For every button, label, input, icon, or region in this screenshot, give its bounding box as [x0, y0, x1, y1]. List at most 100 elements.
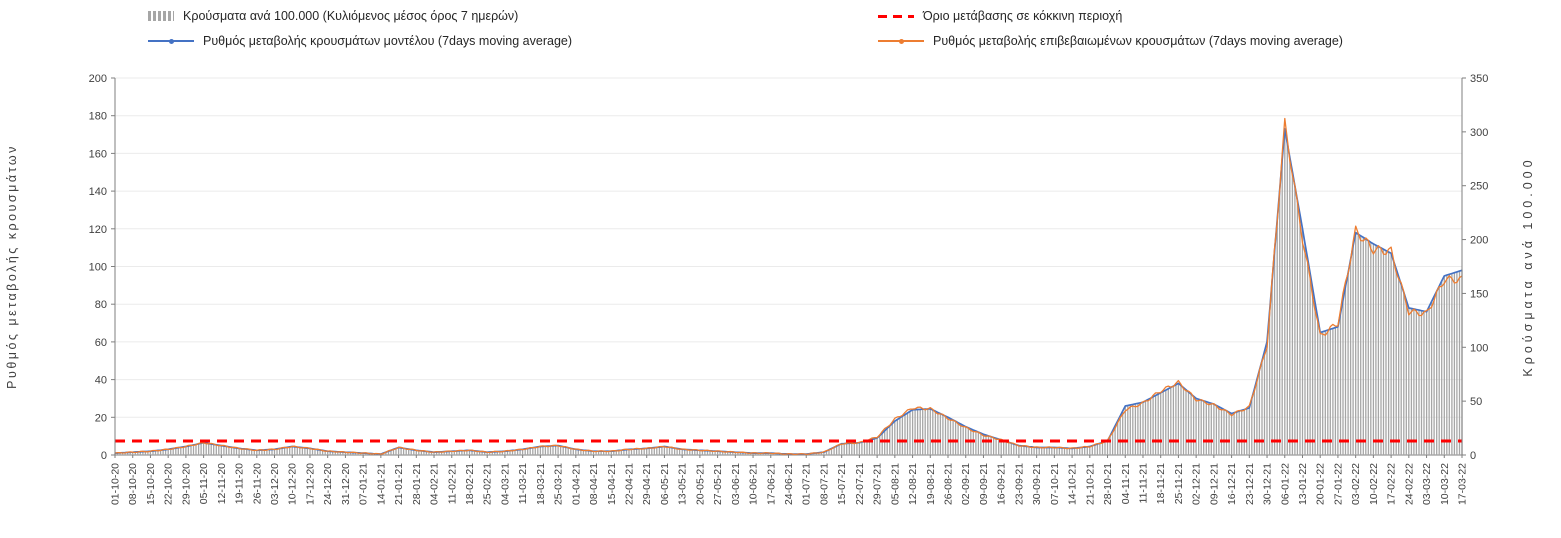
x-tick-label: 28-01-21 — [411, 463, 423, 505]
x-tick-label: 06-01-22 — [1279, 463, 1291, 505]
x-tick-label: 21-10-21 — [1084, 463, 1096, 505]
x-tick-label: 21-01-21 — [393, 463, 405, 505]
legend-item-red-threshold: Όριο μετάβασης σε κόκκινη περιοχή — [878, 9, 1122, 23]
x-tick-label: 25-11-21 — [1173, 463, 1185, 504]
y-axis-left: 0 20 40 60 80 100 120 140 160 180 200 — [89, 73, 115, 462]
svg-text:120: 120 — [89, 224, 107, 236]
x-tick-label: 18-02-21 — [464, 463, 476, 505]
x-axis: 01-10-20 08-10-20 15-10-20 22-10-20 29-10-20… — [110, 455, 1469, 505]
x-tick-label: 07-01-21 — [358, 463, 370, 505]
legend-label-red-threshold: Όριο μετάβασης σε κόκκινη περιοχή — [923, 9, 1123, 23]
x-tick-label: 08-10-20 — [127, 463, 139, 505]
x-tick-label: 07-10-21 — [1049, 463, 1061, 505]
right-axis-title: Κρούσματα ανά 100.000 — [1521, 156, 1535, 376]
svg-text:200: 200 — [89, 73, 107, 85]
x-tick-label: 17-06-21 — [765, 463, 777, 505]
x-tick-label: 02-12-21 — [1191, 463, 1203, 505]
x-tick-label: 29-10-20 — [180, 463, 192, 505]
x-tick-label: 26-11-20 — [251, 463, 263, 504]
bars-swatch-icon — [148, 11, 174, 21]
svg-text:0: 0 — [101, 450, 107, 462]
x-tick-label: 03-12-20 — [269, 463, 281, 505]
x-tick-label: 11-03-21 — [517, 463, 529, 504]
x-tick-label: 13-05-21 — [677, 463, 689, 505]
x-tick-label: 10-06-21 — [748, 463, 760, 505]
x-tick-label: 18-11-21 — [1155, 463, 1167, 504]
x-tick-label: 08-04-21 — [588, 463, 600, 505]
left-axis-title: Ρυθμός μεταβολής κρουσμάτων — [5, 144, 19, 389]
x-tick-label: 24-12-20 — [322, 463, 334, 505]
x-tick-label: 22-10-20 — [163, 463, 175, 505]
svg-text:80: 80 — [95, 299, 107, 311]
x-tick-label: 22-04-21 — [623, 463, 635, 505]
x-tick-label: 28-10-21 — [1102, 463, 1114, 505]
svg-text:100: 100 — [89, 262, 107, 274]
legend-item-model-rate: Ρυθμός μεταβολής κρουσμάτων μοντέλου (7d… — [148, 34, 572, 48]
legend-label-confirmed-rate: Ρυθμός μεταβολής επιβεβαιωμένων κρουσμάτ… — [933, 34, 1343, 48]
svg-text:40: 40 — [95, 375, 107, 387]
svg-text:160: 160 — [89, 148, 107, 160]
x-tick-label: 30-09-21 — [1031, 463, 1043, 505]
x-tick-label: 23-12-21 — [1244, 463, 1256, 505]
svg-text:100: 100 — [1470, 342, 1488, 354]
x-tick-label: 30-12-21 — [1262, 463, 1274, 505]
x-tick-label: 15-10-20 — [145, 463, 157, 505]
x-tick-label: 20-01-22 — [1315, 463, 1327, 505]
x-tick-label: 05-08-21 — [889, 463, 901, 505]
y-axis-right: 0 50 100 150 200 250 300 350 — [1462, 73, 1488, 462]
x-tick-label: 09-09-21 — [978, 463, 990, 505]
svg-text:180: 180 — [89, 111, 107, 123]
x-tick-label: 03-02-22 — [1350, 463, 1362, 505]
legend-item-confirmed-rate: Ρυθμός μεταβολής επιβεβαιωμένων κρουσμάτ… — [878, 34, 1343, 48]
x-tick-label: 01-10-20 — [110, 463, 122, 505]
x-tick-label: 31-12-20 — [340, 463, 352, 505]
bars-series — [114, 128, 1463, 455]
x-tick-label: 29-07-21 — [872, 463, 884, 505]
chart-svg: 0 20 40 60 80 100 120 140 160 180 200 0 50 100 150 200 2… — [5, 73, 1535, 505]
x-tick-label: 12-11-20 — [216, 463, 228, 504]
x-tick-label: 02-09-21 — [960, 463, 972, 505]
x-tick-label: 11-02-21 — [446, 463, 458, 504]
x-tick-label: 05-11-20 — [198, 463, 210, 504]
orange-line-swatch-icon — [878, 38, 924, 44]
x-tick-label: 10-02-22 — [1368, 463, 1380, 505]
x-tick-label: 27-01-22 — [1332, 463, 1344, 505]
x-tick-label: 12-08-21 — [907, 463, 919, 505]
x-tick-label: 19-11-20 — [234, 463, 246, 504]
x-tick-label: 03-03-22 — [1421, 463, 1433, 505]
svg-text:0: 0 — [1470, 450, 1476, 462]
x-tick-label: 08-07-21 — [818, 463, 830, 505]
x-tick-label: 01-04-21 — [570, 463, 582, 505]
svg-text:20: 20 — [95, 412, 107, 424]
x-tick-label: 04-02-21 — [429, 463, 441, 505]
svg-text:350: 350 — [1470, 73, 1488, 85]
x-tick-label: 10-03-22 — [1439, 463, 1451, 505]
chart-legend: Κρούσματα ανά 100.000 (Κυλιόμενος μέσος … — [0, 0, 1561, 58]
gridlines — [115, 77, 1462, 456]
x-tick-label: 03-06-21 — [730, 463, 742, 505]
legend-item-cases-per-100k: Κρούσματα ανά 100.000 (Κυλιόμενος μέσος … — [148, 9, 518, 23]
x-tick-label: 17-03-22 — [1457, 463, 1469, 505]
x-tick-label: 25-03-21 — [553, 463, 565, 505]
x-tick-label: 14-10-21 — [1067, 463, 1079, 505]
legend-label-cases-per-100k: Κρούσματα ανά 100.000 (Κυλιόμενος μέσος … — [183, 9, 519, 23]
x-tick-label: 04-11-21 — [1120, 463, 1132, 504]
x-tick-label: 15-07-21 — [836, 463, 848, 505]
svg-text:150: 150 — [1470, 288, 1488, 300]
legend-label-model-rate: Ρυθμός μεταβολής κρουσμάτων μοντέλου (7d… — [203, 34, 573, 48]
x-tick-label: 17-02-22 — [1386, 463, 1398, 505]
confirmed-line — [114, 117, 1463, 456]
x-tick-label: 06-05-21 — [659, 463, 671, 505]
svg-text:250: 250 — [1470, 181, 1488, 193]
x-tick-label: 18-03-21 — [535, 463, 547, 505]
x-tick-label: 25-02-21 — [482, 463, 494, 505]
x-tick-label: 24-06-21 — [783, 463, 795, 505]
x-tick-label: 15-04-21 — [606, 463, 618, 505]
x-tick-label: 24-02-22 — [1403, 463, 1415, 505]
svg-text:200: 200 — [1470, 235, 1488, 247]
x-tick-label: 23-09-21 — [1013, 463, 1025, 505]
blue-line-swatch-icon — [148, 38, 194, 44]
x-tick-label: 29-04-21 — [641, 463, 653, 505]
svg-text:140: 140 — [89, 186, 107, 198]
x-tick-label: 13-01-22 — [1297, 463, 1309, 505]
